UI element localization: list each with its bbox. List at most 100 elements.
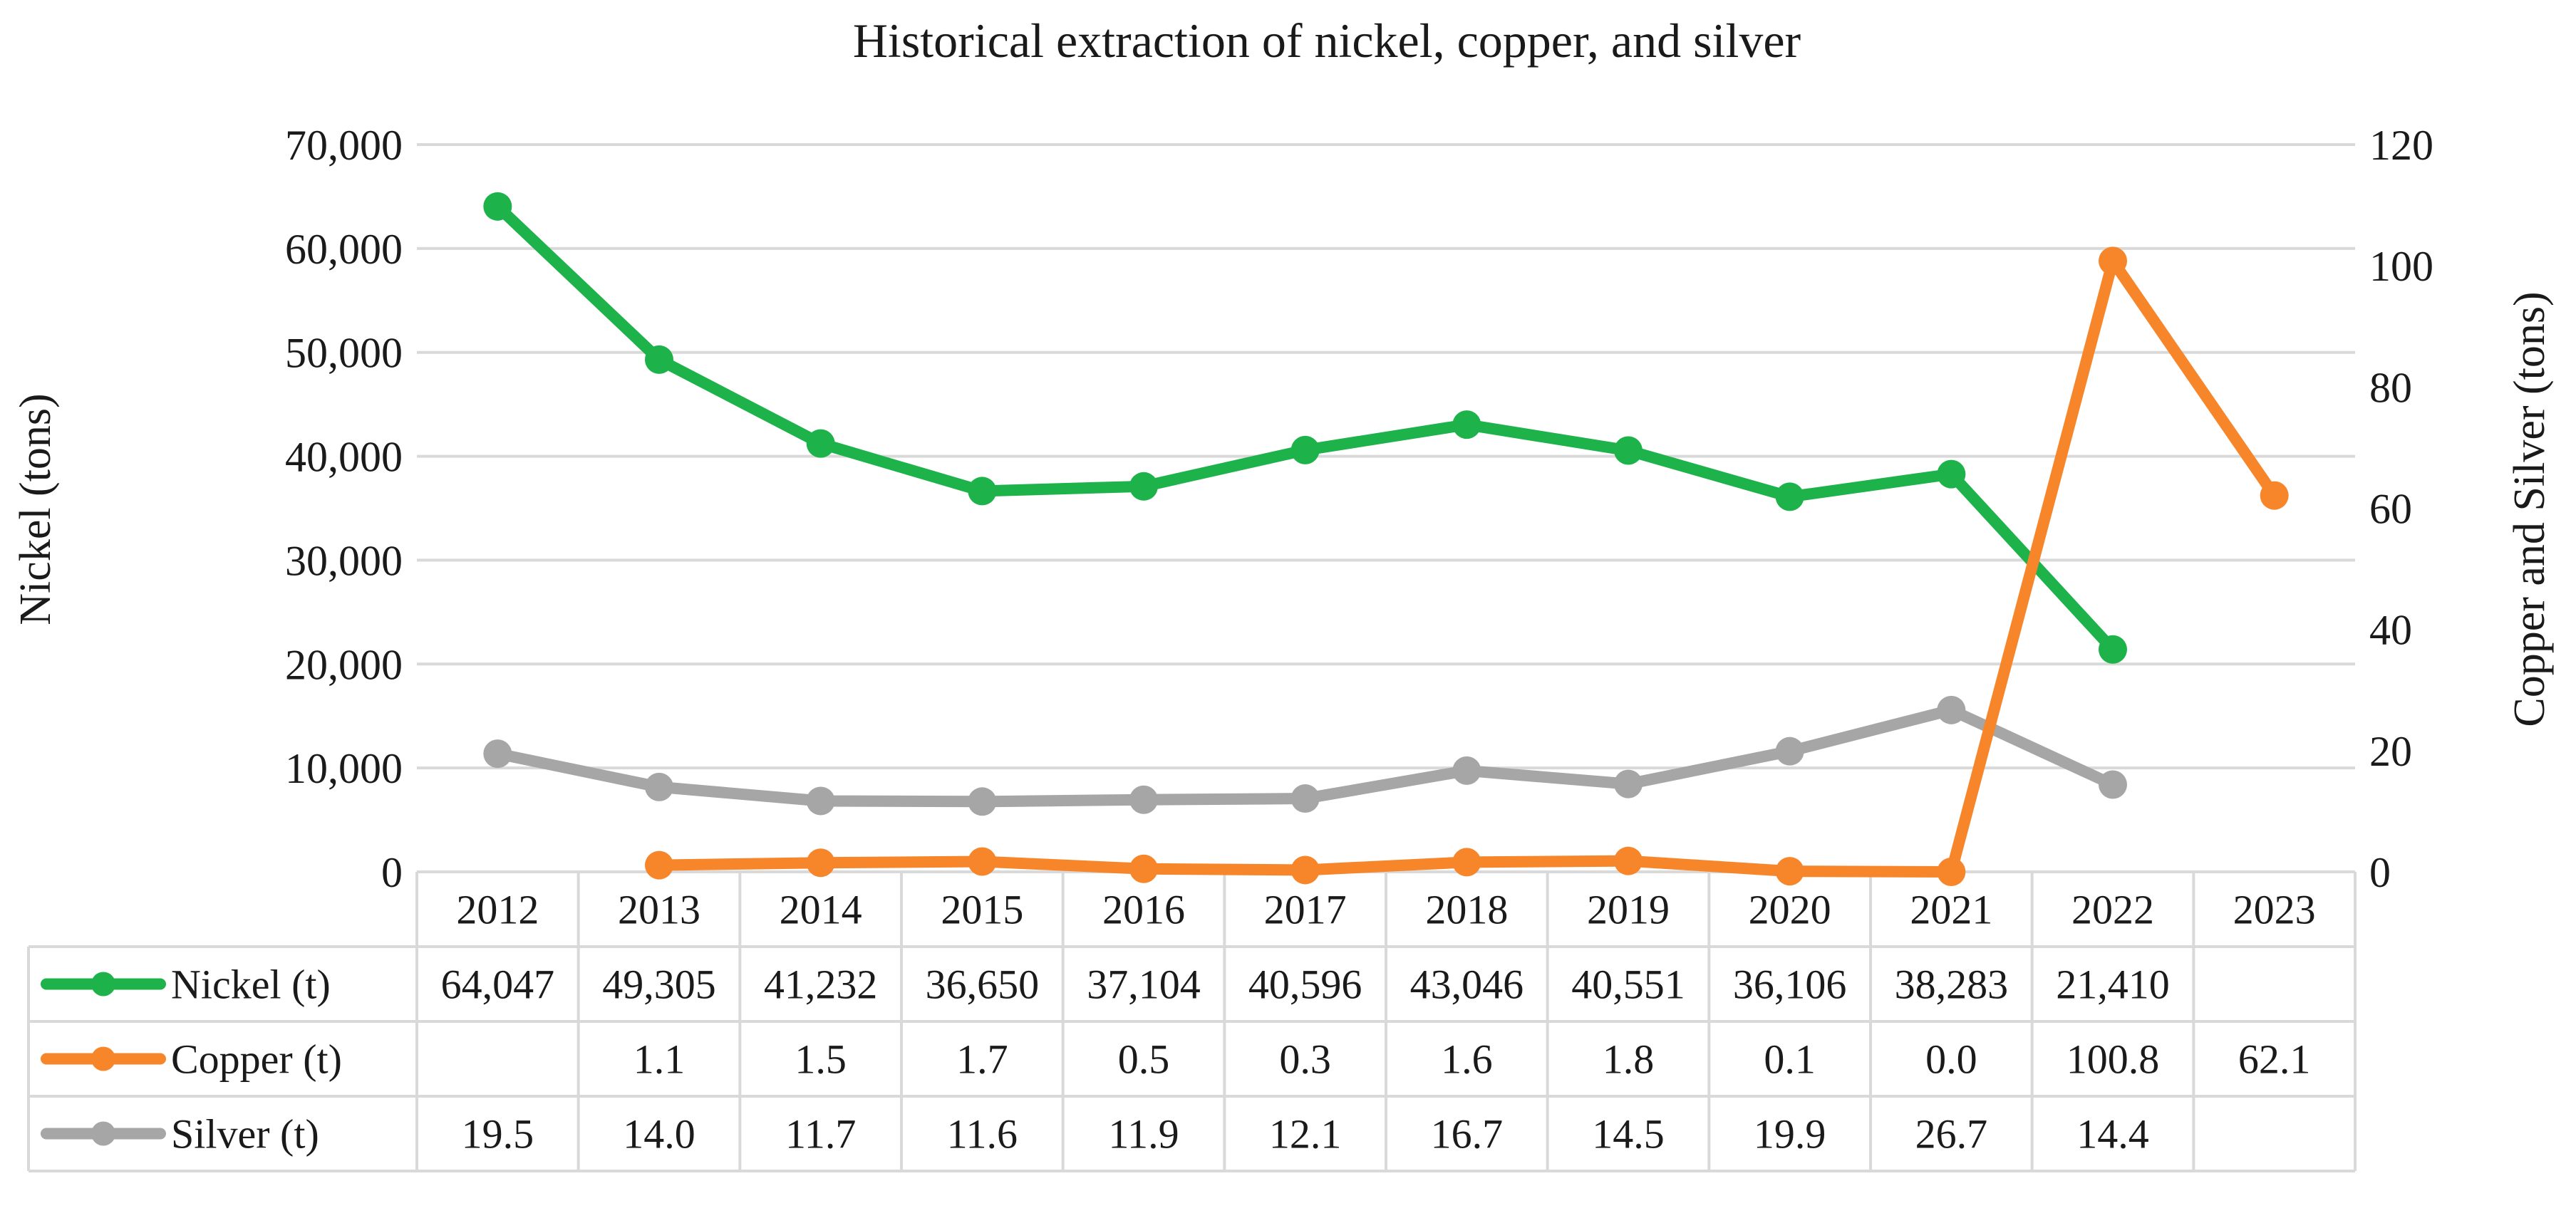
point-copper-t-2014 — [806, 848, 835, 878]
point-copper-t-2015 — [968, 847, 997, 876]
table-cell-nickel-t-2018: 43,046 — [1410, 962, 1524, 1008]
point-copper-t-2021 — [1937, 858, 1966, 886]
table-cell-nickel-t-2019: 40,551 — [1571, 962, 1685, 1008]
y-right-tick-label: 40 — [2369, 607, 2412, 654]
point-nickel-t-2015 — [968, 477, 997, 506]
point-silver-t-2016 — [1129, 785, 1158, 814]
table-cell-copper-t-2020: 0.1 — [1764, 1036, 1816, 1083]
table-cell-silver-t-2018: 16.7 — [1431, 1111, 1504, 1157]
point-silver-t-2017 — [1290, 784, 1320, 813]
table-cell-copper-t-2013: 1.1 — [633, 1036, 686, 1083]
table-cell-silver-t-2019: 14.5 — [1592, 1111, 1665, 1157]
y-left-tick-label: 60,000 — [285, 226, 403, 273]
point-nickel-t-2017 — [1290, 435, 1320, 464]
point-copper-t-2023 — [2260, 481, 2289, 510]
x-tick-label-2013: 2013 — [618, 887, 700, 933]
point-silver-t-2018 — [1452, 756, 1481, 785]
point-silver-t-2015 — [968, 787, 997, 816]
point-copper-t-2020 — [1775, 857, 1804, 886]
legend-marker-copper-t — [91, 1046, 115, 1071]
table-cell-silver-t-2022: 14.4 — [2076, 1111, 2149, 1157]
table-cell-silver-t-2021: 26.7 — [1915, 1111, 1988, 1157]
point-nickel-t-2014 — [806, 429, 835, 458]
point-silver-t-2022 — [2099, 770, 2127, 799]
y-left-tick-label: 10,000 — [285, 745, 403, 792]
y-axis-left-ticks: 0 10,000 20,000 30,000 40,000 50,000 60,000 70,… — [285, 122, 403, 896]
table-cell-nickel-t-2017: 40,596 — [1248, 962, 1362, 1008]
table-cell-silver-t-2014: 11.7 — [785, 1111, 856, 1157]
table-cell-nickel-t-2021: 38,283 — [1895, 962, 2009, 1008]
y-left-tick-label: 0 — [381, 849, 403, 896]
x-tick-label-2014: 2014 — [780, 887, 862, 933]
point-nickel-t-2019 — [1614, 436, 1643, 465]
table-cell-nickel-t-2016: 37,104 — [1087, 962, 1201, 1008]
table-cell-copper-t-2014: 1.5 — [795, 1036, 847, 1083]
table-cell-copper-t-2018: 1.6 — [1441, 1036, 1493, 1083]
y-left-tick-label: 30,000 — [285, 537, 403, 584]
table-cell-silver-t-2015: 11.6 — [947, 1111, 1018, 1157]
data-table: 2012 2013 2014 2015 2016 2017 2018 2019 2020 2021… — [27, 872, 2357, 1172]
x-tick-label-2021: 2021 — [1910, 887, 1992, 933]
point-silver-t-2014 — [806, 786, 835, 816]
y-left-tick-label: 40,000 — [285, 434, 403, 481]
legend-label-nickel-t: Nickel (t) — [171, 962, 331, 1008]
y-right-tick-label: 60 — [2369, 486, 2412, 533]
table-cell-copper-t-2017: 0.3 — [1279, 1036, 1331, 1083]
x-tick-label-2020: 2020 — [1749, 887, 1831, 933]
gridlines — [417, 143, 2355, 873]
point-nickel-t-2012 — [483, 192, 512, 221]
y-left-tick-label: 50,000 — [285, 330, 403, 377]
point-silver-t-2012 — [483, 739, 512, 769]
y-axis-right-ticks: 0 20 40 60 80 100 120 — [2369, 122, 2433, 896]
x-tick-label-2023: 2023 — [2233, 887, 2316, 933]
y-right-tick-label: 80 — [2369, 364, 2412, 411]
table-cell-nickel-t-2022: 21,410 — [2056, 962, 2170, 1008]
point-copper-t-2018 — [1452, 848, 1481, 877]
table-cell-copper-t-2021: 0.0 — [1925, 1036, 1977, 1083]
chart-title: Historical extraction of nickel, copper,… — [853, 14, 1801, 68]
point-nickel-t-2022 — [2099, 635, 2127, 664]
y-left-tick-label: 20,000 — [285, 641, 403, 688]
table-cell-silver-t-2020: 19.9 — [1754, 1111, 1826, 1157]
x-tick-label-2018: 2018 — [1425, 887, 1508, 933]
legend-marker-silver-t — [91, 1121, 115, 1146]
point-copper-t-2022 — [2099, 246, 2127, 276]
point-silver-t-2021 — [1937, 695, 1966, 724]
series-silver-t — [483, 695, 2127, 816]
y-left-tick-label: 70,000 — [285, 122, 403, 169]
y-right-tick-label: 100 — [2369, 243, 2433, 290]
series-layer — [483, 192, 2289, 886]
point-nickel-t-2020 — [1775, 482, 1804, 511]
y-right-tick-label: 20 — [2369, 728, 2412, 775]
table-cell-copper-t-2016: 0.5 — [1118, 1036, 1170, 1083]
point-nickel-t-2013 — [645, 345, 673, 374]
x-tick-label-2019: 2019 — [1587, 887, 1670, 933]
x-tick-label-2017: 2017 — [1264, 887, 1347, 933]
x-tick-label-2022: 2022 — [2071, 887, 2154, 933]
y-axis-right-title: Copper and Silver (tons) — [2505, 291, 2554, 727]
series-copper-t — [645, 246, 2289, 886]
point-nickel-t-2016 — [1129, 472, 1158, 501]
legend-marker-nickel-t — [91, 972, 115, 997]
table-cell-nickel-t-2020: 36,106 — [1733, 962, 1847, 1008]
table-cell-copper-t-2023: 62.1 — [2238, 1036, 2311, 1083]
table-cell-nickel-t-2014: 41,232 — [764, 962, 878, 1008]
table-cell-silver-t-2016: 11.9 — [1108, 1111, 1179, 1157]
table-cell-nickel-t-2015: 36,650 — [926, 962, 1040, 1008]
table-cell-silver-t-2012: 19.5 — [462, 1111, 534, 1157]
table-cell-copper-t-2019: 1.8 — [1603, 1036, 1655, 1083]
series-nickel-t — [483, 192, 2127, 664]
legend-label-copper-t: Copper (t) — [171, 1036, 342, 1083]
point-silver-t-2020 — [1775, 737, 1804, 766]
point-silver-t-2019 — [1614, 769, 1643, 798]
table-cell-silver-t-2013: 14.0 — [623, 1111, 695, 1157]
point-nickel-t-2018 — [1452, 410, 1481, 439]
table-cell-nickel-t-2013: 49,305 — [602, 962, 716, 1008]
point-nickel-t-2021 — [1937, 459, 1966, 489]
point-copper-t-2017 — [1290, 855, 1320, 885]
x-tick-label-2015: 2015 — [941, 887, 1023, 933]
point-copper-t-2016 — [1129, 854, 1158, 883]
table-cell-copper-t-2022: 100.8 — [2067, 1036, 2160, 1083]
table-cell-silver-t-2017: 12.1 — [1269, 1111, 1342, 1157]
